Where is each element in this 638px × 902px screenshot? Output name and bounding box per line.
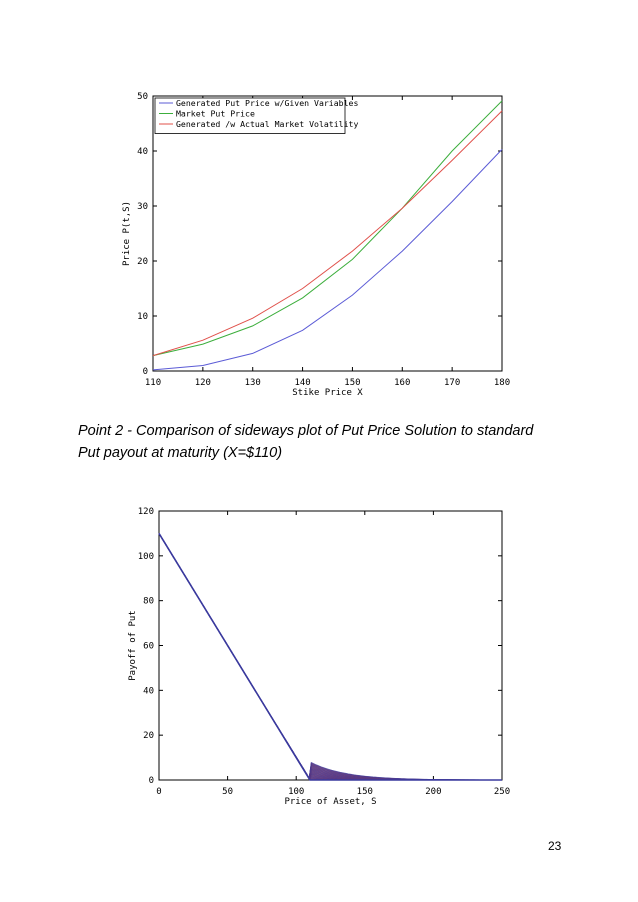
chart1-x-tick-label: 180 (494, 378, 510, 388)
chart2-y-tick-label: 120 (138, 507, 154, 517)
chart1-x-axis-label: Stike Price X (292, 388, 363, 398)
chart2-y-tick-label: 80 (143, 597, 154, 607)
chart1-x-tick-label: 170 (444, 378, 460, 388)
series-line-3 (152, 110, 503, 357)
chart1-y-axis-label: Price P(t,S) (122, 201, 132, 266)
chart2-x-tick-label: 100 (288, 787, 304, 797)
chart2-y-tick-label: 20 (143, 731, 154, 741)
figure-caption: Point 2 - Comparison of sideways plot of… (78, 423, 534, 461)
chart2-x-tick-label: 0 (156, 787, 161, 797)
chart2-y-tick-label: 40 (143, 686, 154, 696)
chart1-x-tick-label: 130 (245, 378, 261, 388)
legend-entry-1: Generated Put Price w/Given Variables (176, 98, 358, 108)
series-line-2 (152, 100, 503, 357)
chart2-y-tick-label: 100 (138, 552, 154, 562)
chart1-y-tick-label: 10 (137, 312, 148, 322)
chart2-x-tick-label: 50 (222, 787, 233, 797)
chart1-x-tick-label: 120 (195, 378, 211, 388)
chart2-plot-frame (158, 510, 503, 781)
chart1-x-tick-label: 150 (344, 378, 360, 388)
chart1-y-tick-label: 40 (137, 147, 148, 157)
chart1-y-tick-label: 50 (137, 92, 148, 102)
chart1-x-tick-label: 140 (294, 378, 310, 388)
chart1-x-tick-label: 160 (394, 378, 410, 388)
chart2-y-tick-label: 60 (143, 642, 154, 652)
chart1-x-tick-label: 110 (145, 378, 161, 388)
series-line-1 (152, 149, 503, 371)
put-price-comparison-chart: 110 120 130 140 150 160 170 180 0 10 20 30 40 50 Stike… (122, 92, 510, 398)
put-payoff-chart: 0 50 100 150 200 250 0 20 40 60 80 100 120 Price of A… (128, 507, 510, 807)
chart2-y-axis-label: Payoff of Put (128, 610, 138, 680)
chart2-x-tick-label: 200 (425, 787, 441, 797)
chart1-y-tick-label: 0 (143, 367, 148, 377)
chart2-y-tick-label: 0 (149, 776, 154, 786)
chart1-y-tick-label: 20 (137, 257, 148, 267)
legend-entry-2: Market Put Price (176, 109, 255, 119)
chart2-x-tick-label: 150 (357, 787, 373, 797)
chart1-y-tick-label: 30 (137, 202, 148, 212)
chart1-legend-box (154, 97, 346, 134)
chart1-plot-frame (152, 95, 503, 372)
chart2-x-tick-label: 250 (494, 787, 510, 797)
put-payoff-line (158, 532, 502, 781)
page-number: 23 (548, 839, 562, 853)
legend-entry-3: Generated /w Actual Market Volatility (176, 119, 358, 129)
chart2-x-axis-label: Price of Asset, S (284, 797, 376, 807)
